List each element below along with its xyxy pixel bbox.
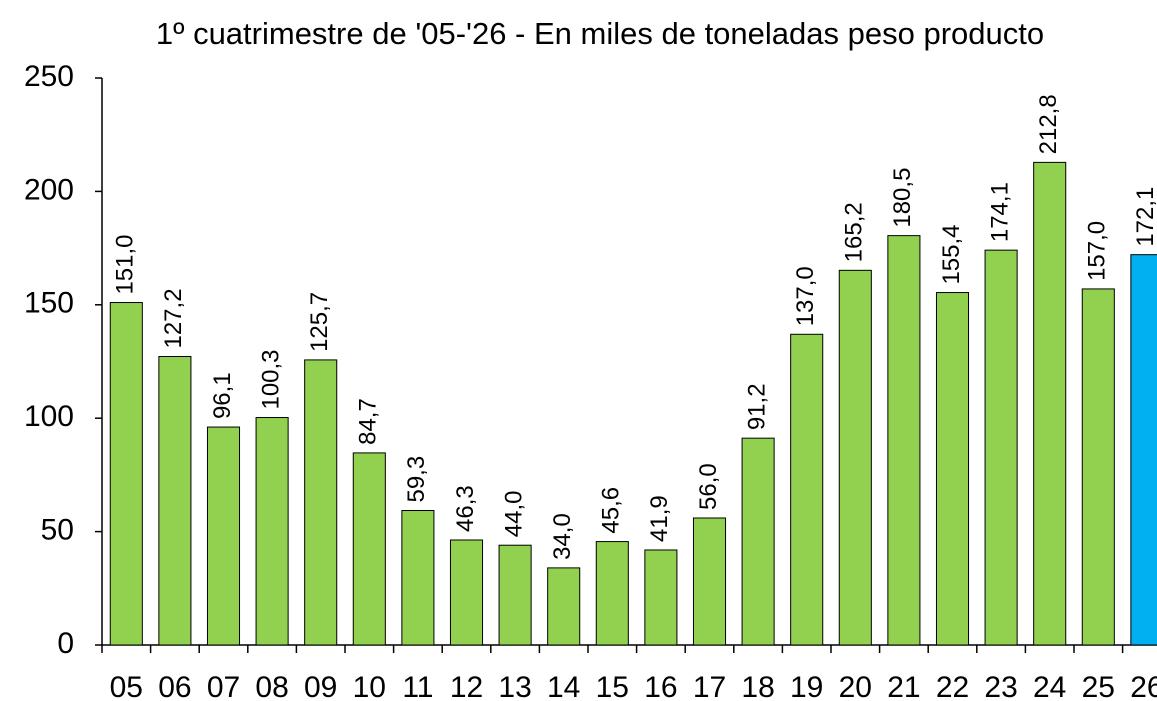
bar <box>644 549 678 646</box>
bar <box>1130 254 1157 646</box>
x-tick-label: 14 <box>547 671 580 701</box>
x-tick-label: 09 <box>304 671 337 701</box>
data-label: 180,5 <box>889 168 916 228</box>
data-label: 172,1 <box>1132 187 1157 247</box>
bar <box>158 356 192 646</box>
data-label: 46,3 <box>452 485 479 532</box>
bar <box>1033 161 1067 646</box>
data-label: 84,7 <box>355 398 382 445</box>
bar <box>1081 288 1115 646</box>
bar <box>887 235 921 646</box>
data-label: 212,8 <box>1035 94 1062 154</box>
bar <box>838 269 872 646</box>
bar <box>449 539 484 646</box>
bar <box>692 517 727 646</box>
data-label: 137,0 <box>792 266 819 326</box>
bar <box>498 544 532 646</box>
y-tick-label: 0 <box>57 627 74 660</box>
bar <box>741 437 775 646</box>
bar <box>401 510 435 646</box>
x-tick-label: 21 <box>887 671 920 701</box>
x-tick-label: 15 <box>596 671 629 701</box>
data-label: 174,1 <box>986 182 1013 242</box>
x-tick-label: 06 <box>158 671 191 701</box>
x-tick-label: 17 <box>693 671 726 701</box>
data-label: 59,3 <box>403 456 430 503</box>
y-tick-label: 200 <box>24 173 74 206</box>
x-tick-label: 23 <box>984 671 1017 701</box>
x-tick-label: 26 <box>1130 671 1157 701</box>
bar <box>304 359 338 646</box>
data-label: 157,0 <box>1084 221 1111 281</box>
bar <box>790 333 824 646</box>
data-label: 91,2 <box>743 383 770 430</box>
x-tick-label: 19 <box>790 671 823 701</box>
data-label: 41,9 <box>646 495 673 542</box>
data-label: 155,4 <box>938 224 965 284</box>
bar <box>206 426 241 646</box>
bar <box>255 417 289 646</box>
data-label: 45,6 <box>598 487 625 534</box>
x-tick-label: 22 <box>936 671 969 701</box>
x-tick-label: 18 <box>741 671 774 701</box>
x-tick-label: 11 <box>402 671 433 701</box>
data-label: 96,1 <box>209 372 236 419</box>
x-tick-label: 13 <box>498 671 531 701</box>
bar <box>547 567 581 646</box>
bar <box>935 292 970 646</box>
bar <box>595 541 629 646</box>
bar <box>984 249 1018 646</box>
data-label: 165,2 <box>841 202 868 262</box>
x-tick-label: 12 <box>450 671 483 701</box>
x-tick-label: 16 <box>644 671 677 701</box>
data-label: 125,7 <box>306 292 333 352</box>
x-tick-label: 08 <box>255 671 288 701</box>
bar <box>109 302 143 646</box>
x-tick-label: 24 <box>1033 671 1066 701</box>
data-label: 100,3 <box>257 349 284 409</box>
y-tick-label: 100 <box>24 400 74 433</box>
bar <box>352 452 386 646</box>
data-label: 56,0 <box>695 463 722 510</box>
x-tick-label: 25 <box>1082 671 1115 701</box>
x-tick-label: 07 <box>207 671 240 701</box>
chart-title: 1º cuatrimestre de '05-'26 - En miles de… <box>156 16 1044 51</box>
y-tick-label: 50 <box>41 514 74 547</box>
x-tick-label: 20 <box>839 671 872 701</box>
data-label: 44,0 <box>500 490 527 537</box>
data-label: 34,0 <box>549 513 576 560</box>
y-tick-label: 250 <box>24 60 74 93</box>
x-tick-label: 10 <box>353 671 386 701</box>
data-label: 151,0 <box>112 234 139 294</box>
x-tick-label: 05 <box>110 671 143 701</box>
data-label: 127,2 <box>160 288 187 348</box>
y-tick-label: 150 <box>24 287 74 320</box>
